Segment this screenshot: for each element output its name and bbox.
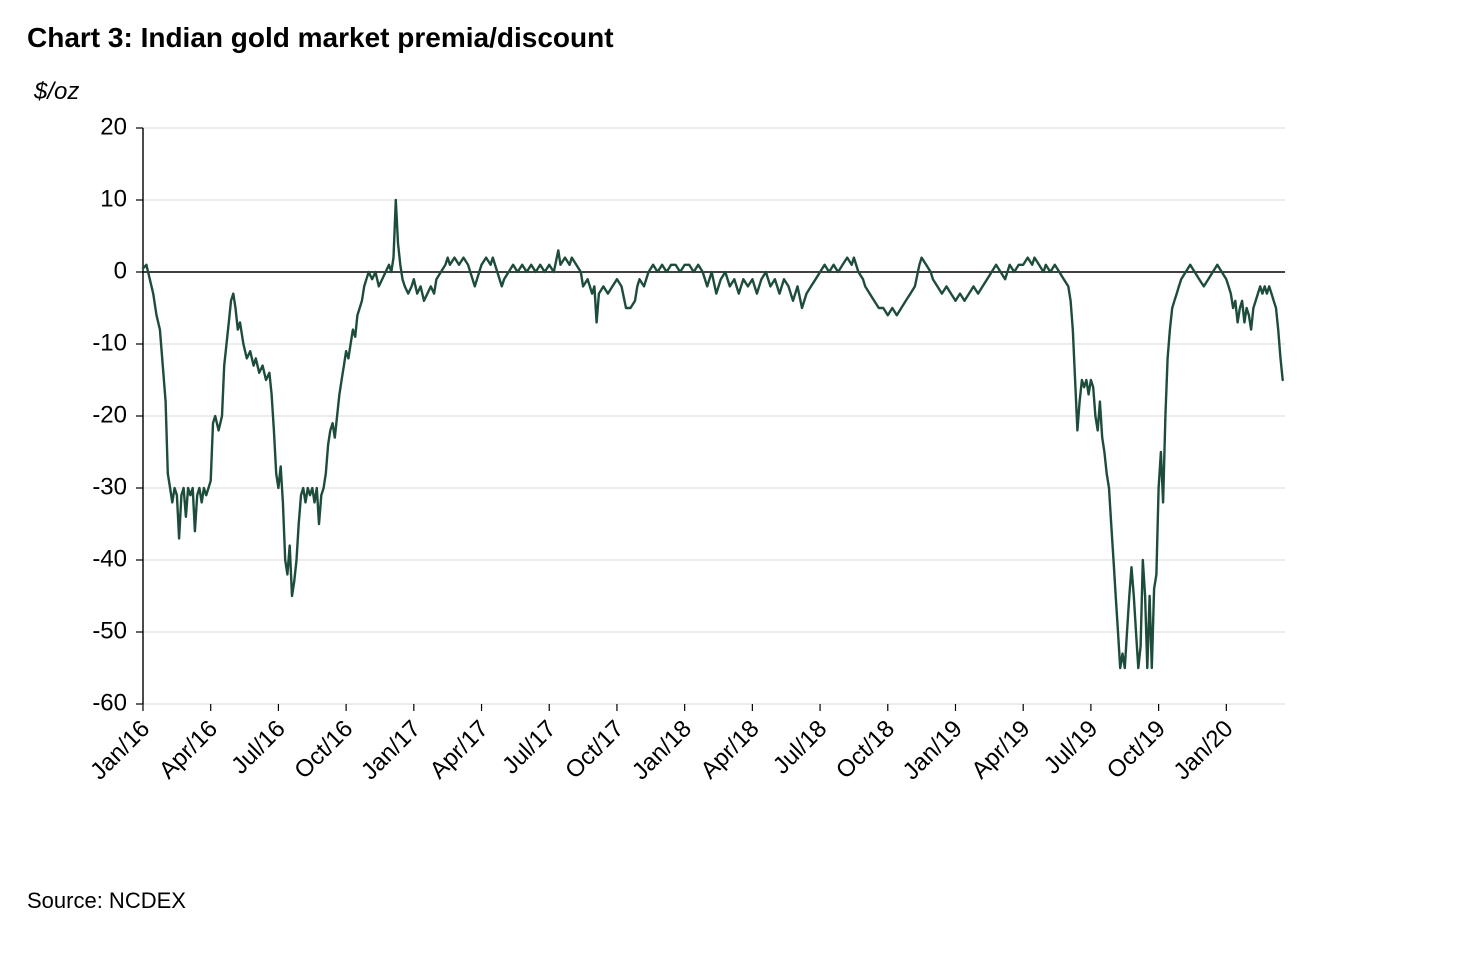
y-tick-label: -40 bbox=[92, 545, 127, 572]
x-tick-label: Apr/16 bbox=[154, 715, 223, 784]
x-tick-label: Jul/19 bbox=[1039, 715, 1103, 779]
y-tick-label: -30 bbox=[92, 473, 127, 500]
y-tick-label: -10 bbox=[92, 329, 127, 356]
x-tick-label: Oct/18 bbox=[831, 715, 900, 784]
y-tick-label: -60 bbox=[92, 689, 127, 716]
x-tick-label: Jan/17 bbox=[356, 715, 426, 785]
chart-title: Chart 3: Indian gold market premia/disco… bbox=[27, 22, 614, 53]
x-tick-label: Jan/18 bbox=[627, 715, 697, 785]
x-tick-label: Jan/16 bbox=[85, 715, 155, 785]
x-tick-label: Apr/19 bbox=[966, 715, 1035, 784]
x-tick-label: Jul/17 bbox=[497, 715, 561, 779]
source-note: Source: NCDEX bbox=[27, 888, 186, 913]
y-axis-unit-label: $/oz bbox=[34, 78, 80, 105]
x-tick-label: Apr/18 bbox=[696, 715, 765, 784]
y-tick-label: 0 bbox=[114, 257, 127, 284]
x-tick-label: Apr/17 bbox=[425, 715, 494, 784]
x-tick-label: Oct/16 bbox=[289, 715, 358, 784]
y-tick-label: -20 bbox=[92, 401, 127, 428]
premia-discount-line bbox=[141, 198, 1284, 670]
y-tick-label: 20 bbox=[100, 113, 127, 140]
x-tick-label: Oct/19 bbox=[1102, 715, 1171, 784]
x-tick-label: Jul/18 bbox=[768, 715, 832, 779]
x-tick-label: Jul/16 bbox=[226, 715, 290, 779]
x-tick-label: Oct/17 bbox=[560, 715, 629, 784]
x-tick-label: Jan/19 bbox=[898, 715, 968, 785]
y-tick-label: -50 bbox=[92, 617, 127, 644]
y-tick-label: 10 bbox=[100, 185, 127, 212]
x-tick-label: Jan/20 bbox=[1169, 715, 1239, 785]
